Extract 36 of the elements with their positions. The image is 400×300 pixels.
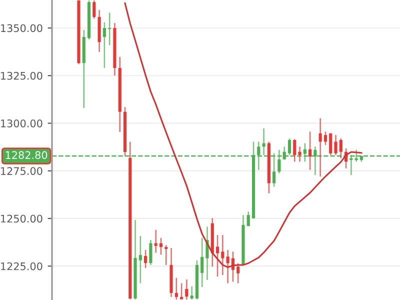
candlestick — [298, 146, 302, 162]
ref-line-label: 1282.80 — [6, 151, 48, 160]
candlestick — [159, 237, 163, 256]
candlestick — [200, 237, 204, 288]
candlestick — [216, 234, 220, 278]
candlestick — [185, 278, 188, 300]
candlestick — [221, 234, 224, 276]
candlestick — [154, 229, 158, 254]
candlestick — [246, 210, 250, 227]
candlestick — [164, 244, 168, 266]
candlestick — [318, 118, 322, 178]
candlestick — [102, 22, 106, 69]
candlestick — [92, 0, 96, 20]
line-series — [124, 2, 362, 268]
candlestick — [226, 249, 230, 284]
candlestick — [149, 239, 152, 266]
y-tick-label: 1225.00 — [1, 262, 42, 270]
candlestick — [144, 249, 148, 269]
candlestick — [339, 138, 342, 159]
candlestick — [236, 262, 240, 284]
y-tick-label: 1250.00 — [1, 214, 42, 223]
candlestick — [108, 12, 112, 46]
candlestick — [174, 277, 178, 300]
y-tick-label: 1325.00 — [1, 72, 42, 80]
y-tick-label: 1275.00 — [1, 167, 42, 175]
candlestick — [329, 132, 332, 156]
y-tick-label: 1300.00 — [1, 119, 42, 128]
candlestick — [206, 226, 209, 281]
candlestick — [138, 235, 142, 284]
candlestick — [293, 138, 296, 162]
candlestick — [190, 286, 194, 300]
candlestick — [308, 130, 312, 171]
candlestick — [324, 130, 328, 146]
candlestick — [288, 138, 292, 156]
candlestick — [334, 134, 338, 156]
y-tick-label: 1350.00 — [1, 24, 42, 32]
